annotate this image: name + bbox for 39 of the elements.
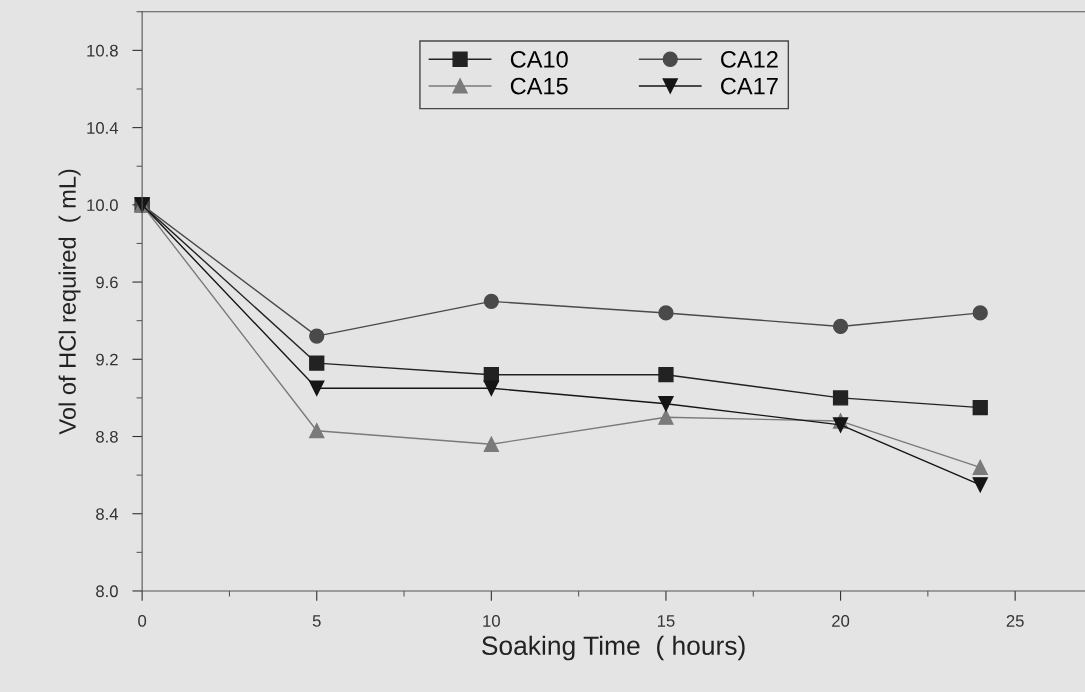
point	[658, 409, 674, 425]
point	[972, 459, 988, 476]
point	[309, 423, 325, 439]
y-tick-label: 10.8	[87, 44, 118, 57]
y-tick-label: 8.0	[96, 585, 118, 598]
x-tick-label: 20	[832, 615, 850, 627]
y-tick-label: 8.8	[96, 430, 118, 443]
point	[309, 328, 325, 344]
y-tick-label: 9.2	[96, 353, 118, 366]
point	[972, 477, 988, 493]
legend-label: CA17	[721, 77, 778, 95]
y-tick-label: 10.0	[87, 199, 118, 212]
legend-label: CA15	[510, 77, 568, 95]
point	[483, 367, 499, 383]
point	[483, 436, 499, 452]
point	[832, 318, 849, 335]
y-axis-title: Vol of HCl required ( mL)	[58, 169, 81, 435]
point	[483, 380, 499, 396]
point	[658, 396, 674, 412]
y-tick-label: 9.6	[96, 276, 118, 289]
y-tick-label: 10.4	[87, 122, 119, 134]
legend-label: CA12	[721, 51, 778, 68]
x-tick-label: 0	[138, 615, 147, 627]
point	[309, 380, 325, 396]
x-tick-label: 5	[312, 615, 321, 627]
point	[972, 305, 988, 321]
point	[658, 305, 674, 321]
point	[309, 355, 325, 371]
x-axis-title: Soaking Time ( hours)	[482, 635, 745, 661]
legend-label: CA10	[510, 51, 568, 68]
point	[832, 390, 849, 406]
point	[483, 293, 499, 310]
point	[832, 417, 849, 433]
point	[972, 399, 988, 416]
y-tick-label: 8.4	[96, 508, 119, 520]
x-tick-label: 15	[657, 615, 675, 627]
x-tick-label: 10	[483, 615, 500, 627]
point	[658, 367, 674, 383]
x-tick-label: 25	[1006, 615, 1024, 627]
